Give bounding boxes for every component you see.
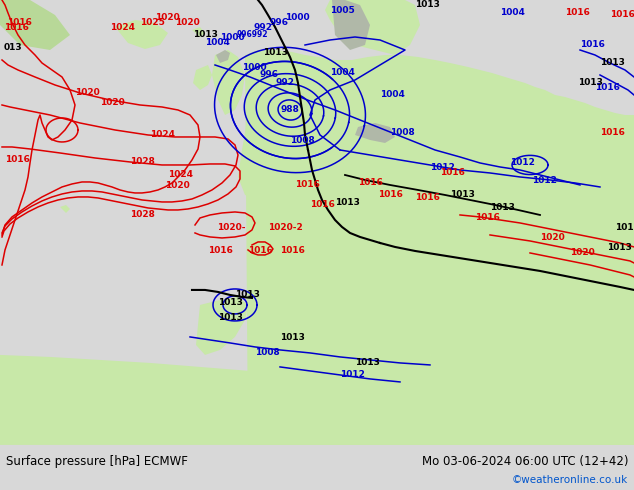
Text: 1020: 1020: [155, 13, 180, 22]
Polygon shape: [0, 355, 634, 445]
Polygon shape: [382, 261, 392, 269]
Polygon shape: [355, 123, 395, 143]
Text: 1016: 1016: [595, 83, 620, 92]
Text: 1020: 1020: [165, 181, 190, 190]
Polygon shape: [60, 205, 70, 213]
Text: 1024: 1024: [150, 130, 175, 139]
Text: 1008: 1008: [290, 136, 314, 145]
Polygon shape: [192, 27, 205, 37]
Text: 1013: 1013: [490, 203, 515, 212]
Text: 1016: 1016: [580, 40, 605, 49]
Text: 1016: 1016: [415, 193, 440, 202]
Text: 1013: 1013: [355, 358, 380, 367]
Text: 996: 996: [270, 18, 289, 27]
Text: 1000: 1000: [285, 13, 309, 22]
Text: 1020-2: 1020-2: [268, 223, 303, 232]
Text: 1005: 1005: [330, 6, 355, 15]
Text: 1016: 1016: [4, 23, 29, 32]
Text: 988: 988: [281, 105, 299, 115]
Polygon shape: [238, 110, 290, 200]
Polygon shape: [340, 67, 358, 87]
Text: ©weatheronline.co.uk: ©weatheronline.co.uk: [512, 475, 628, 485]
Polygon shape: [212, 50, 245, 115]
Text: 1004: 1004: [330, 68, 355, 77]
Text: 1013: 1013: [615, 223, 634, 232]
Text: 1025: 1025: [140, 18, 165, 27]
Polygon shape: [325, 0, 420, 55]
Text: 1024: 1024: [168, 170, 193, 179]
Text: 1000: 1000: [220, 33, 245, 42]
Text: 1013: 1013: [218, 298, 243, 307]
Polygon shape: [380, 245, 390, 255]
Polygon shape: [193, 65, 212, 90]
Text: 1004: 1004: [205, 38, 230, 47]
Polygon shape: [196, 297, 248, 355]
Text: 1016: 1016: [475, 213, 500, 222]
Polygon shape: [450, 375, 634, 445]
Text: 1013: 1013: [607, 243, 632, 252]
Text: 1016: 1016: [565, 8, 590, 17]
Text: 1000: 1000: [242, 63, 267, 72]
Text: 1020: 1020: [570, 248, 595, 257]
Polygon shape: [325, 325, 470, 357]
Polygon shape: [216, 50, 230, 63]
Text: 1013: 1013: [235, 290, 260, 299]
Text: 1013: 1013: [193, 30, 218, 39]
Text: 1004: 1004: [380, 90, 405, 99]
Polygon shape: [400, 295, 415, 305]
Text: 1016: 1016: [600, 128, 625, 137]
Polygon shape: [490, 243, 520, 273]
Text: 996992: 996992: [237, 30, 269, 39]
Text: 013: 013: [4, 43, 23, 52]
Text: 1020: 1020: [100, 98, 125, 107]
Text: 1013: 1013: [450, 190, 475, 199]
Text: 1013: 1013: [218, 313, 243, 322]
Text: 1012: 1012: [510, 158, 535, 167]
Text: 1013: 1013: [335, 198, 360, 207]
Text: 1016: 1016: [310, 200, 335, 209]
Text: 1020: 1020: [540, 233, 565, 242]
Polygon shape: [245, 50, 634, 445]
Polygon shape: [0, 0, 70, 50]
Text: 1012: 1012: [340, 370, 365, 379]
Text: 992: 992: [275, 78, 294, 87]
Text: 1028: 1028: [130, 157, 155, 166]
Text: 996: 996: [260, 70, 279, 79]
Text: 1016: 1016: [378, 190, 403, 199]
Polygon shape: [115, 20, 168, 49]
Text: 1016: 1016: [5, 155, 30, 164]
Text: 1008: 1008: [390, 128, 415, 137]
Text: 1016: 1016: [280, 246, 305, 255]
Text: 1008: 1008: [255, 348, 280, 357]
Text: 1013: 1013: [263, 48, 288, 57]
Polygon shape: [332, 0, 370, 50]
Text: 1016: 1016: [610, 10, 634, 19]
Text: 1013: 1013: [280, 333, 305, 342]
Text: 1013: 1013: [415, 0, 440, 9]
Text: 1013: 1013: [578, 78, 603, 87]
Text: 1016: 1016: [248, 246, 273, 255]
Text: 1016: 1016: [440, 168, 465, 177]
Text: 1004: 1004: [500, 8, 525, 17]
Text: 1012: 1012: [430, 163, 455, 172]
Text: 1016: 1016: [7, 18, 32, 27]
Text: 1013: 1013: [600, 58, 625, 67]
Text: 1016: 1016: [358, 178, 383, 187]
Text: 992: 992: [253, 23, 272, 32]
Text: 1020: 1020: [75, 88, 100, 97]
Text: 1020: 1020: [175, 18, 200, 27]
Text: Mo 03-06-2024 06:00 UTC (12+42): Mo 03-06-2024 06:00 UTC (12+42): [422, 455, 628, 468]
Text: 1028: 1028: [130, 210, 155, 219]
Text: 1020-: 1020-: [217, 223, 245, 232]
Text: 1012: 1012: [532, 176, 557, 185]
Text: Surface pressure [hPa] ECMWF: Surface pressure [hPa] ECMWF: [6, 455, 188, 468]
Text: 1016: 1016: [295, 180, 320, 189]
Text: 1024: 1024: [110, 23, 135, 32]
Text: 1016: 1016: [208, 246, 233, 255]
